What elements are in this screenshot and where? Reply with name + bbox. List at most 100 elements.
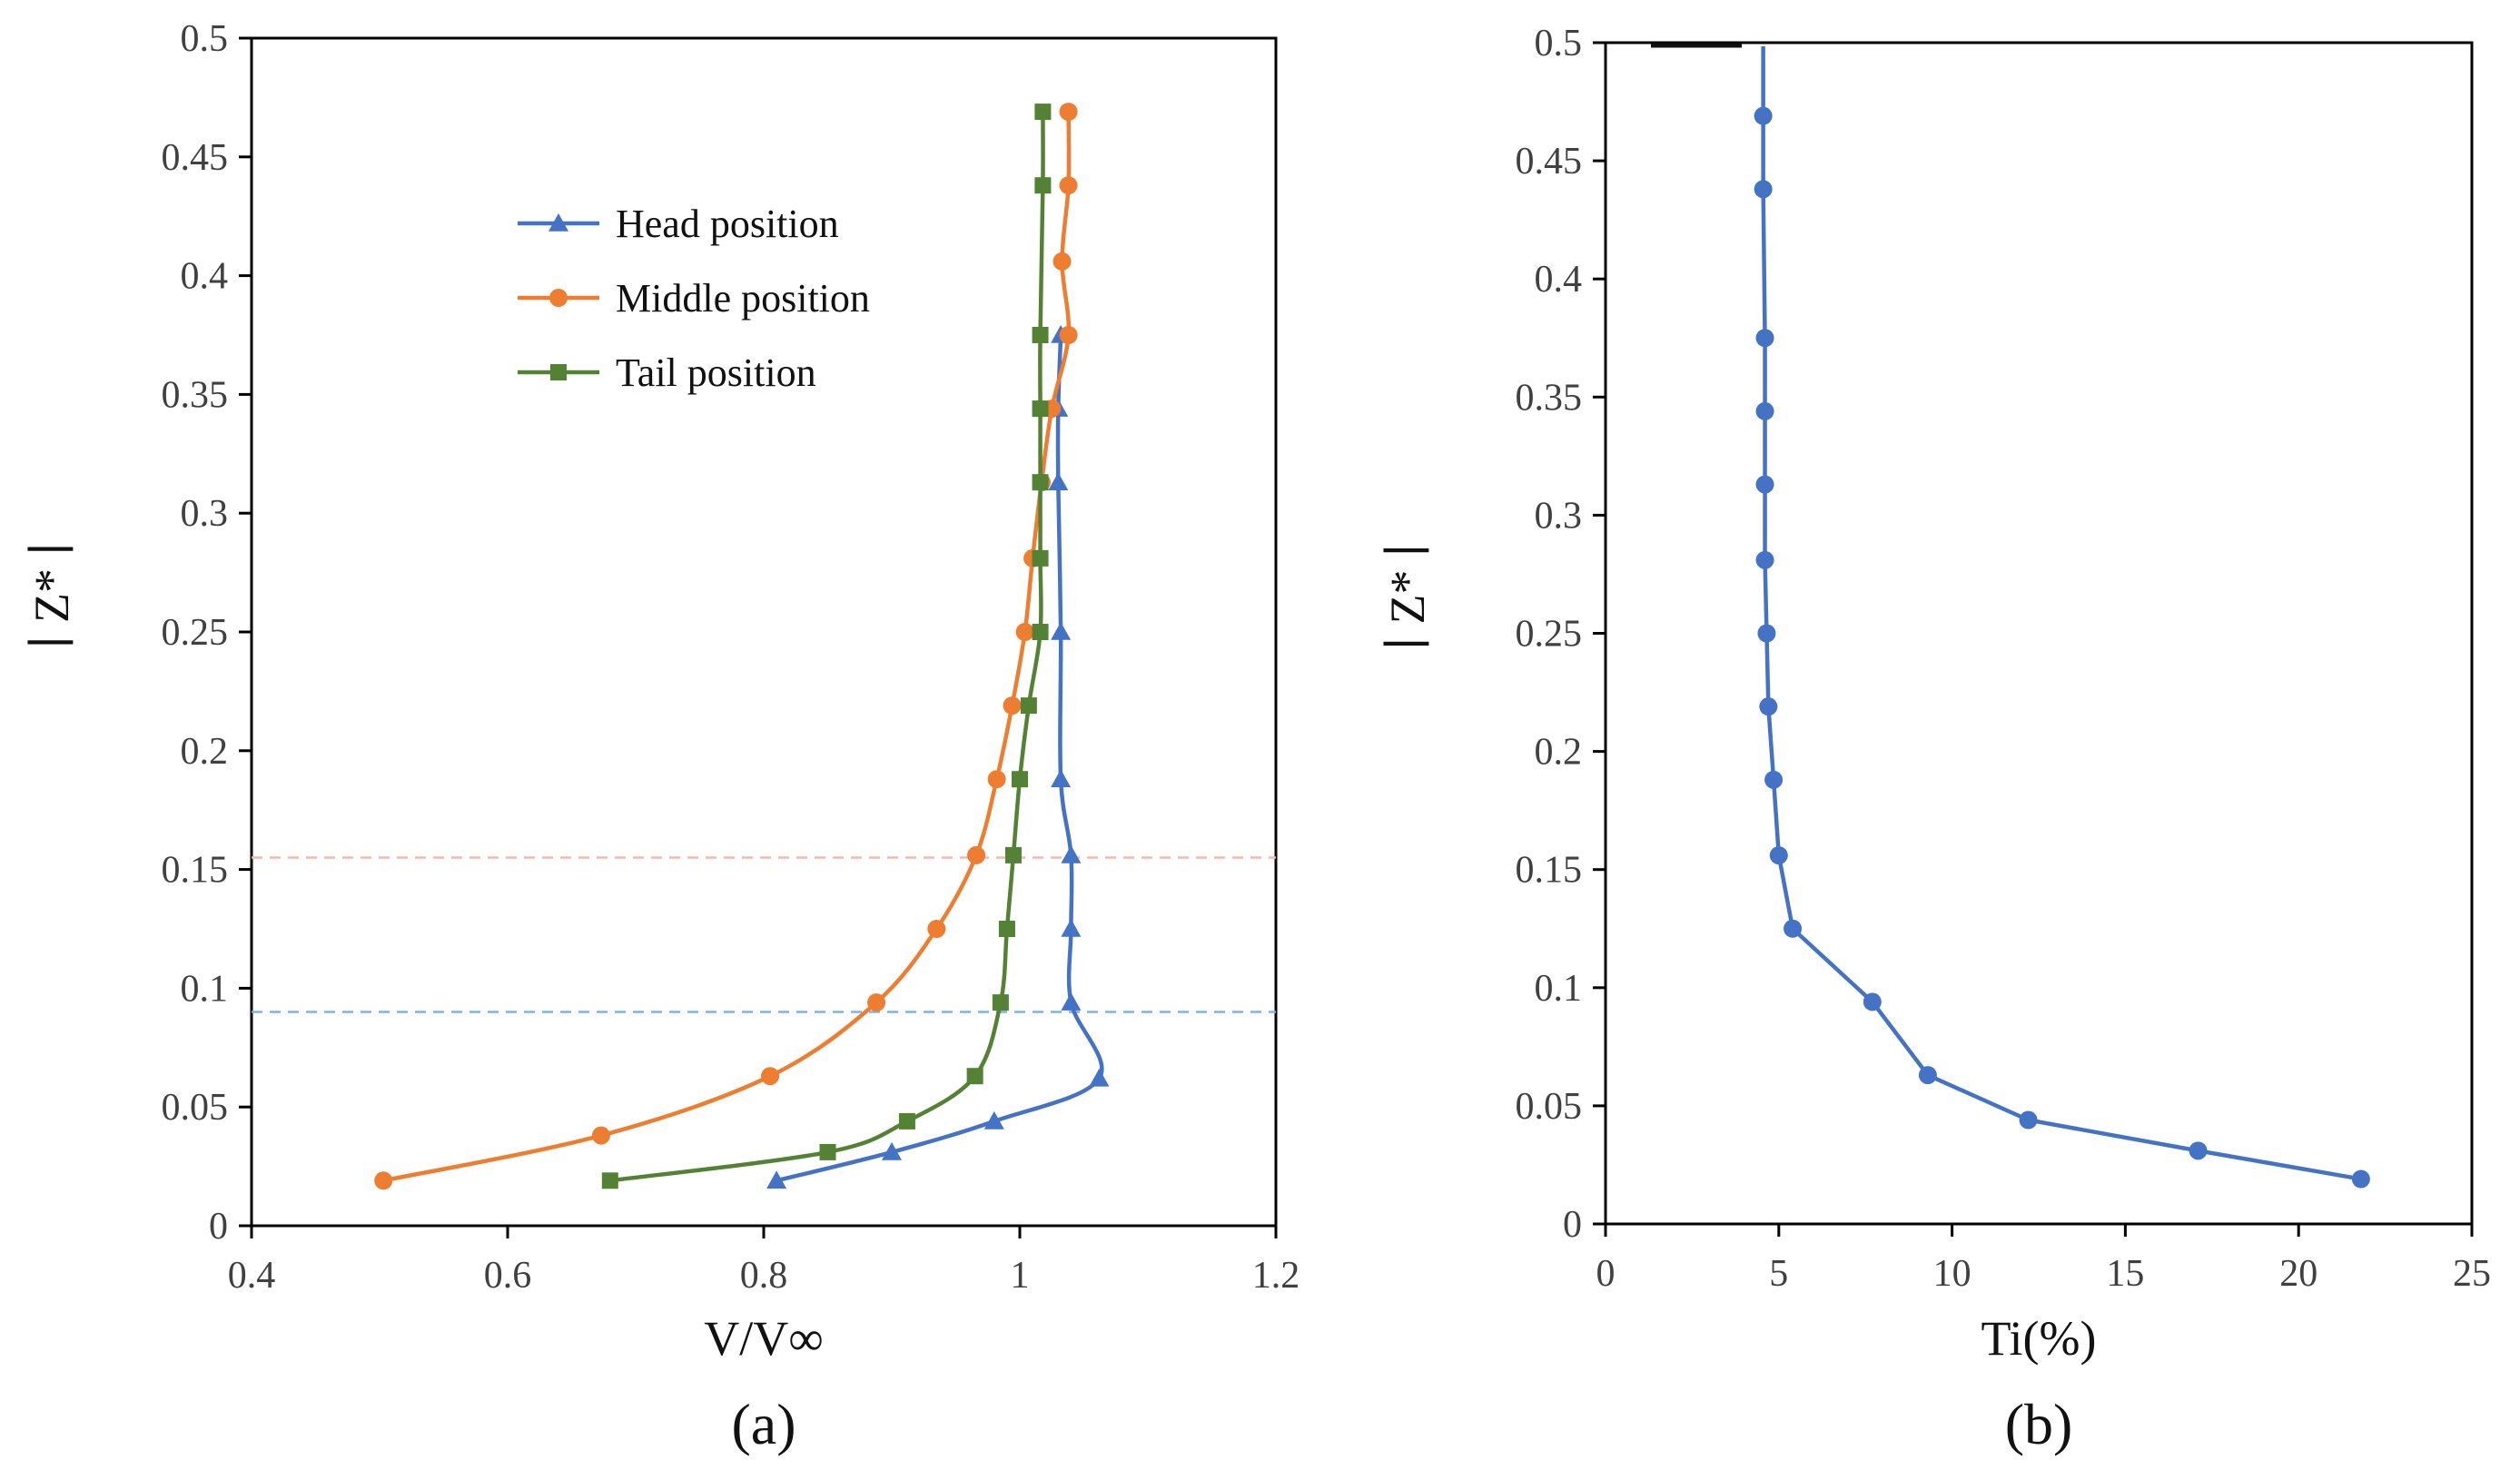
x-tick-label: 0.6: [484, 1255, 532, 1297]
panel-a: 0 0.05 0.1 0.15 0.2 0.25 0.3 0.35 0.4 0.45 0.5 0.4 0…: [25, 18, 1300, 1456]
legend-label: Middle position: [616, 276, 870, 321]
y-tick-label: 0: [1563, 1204, 1582, 1246]
data-point: [766, 1170, 787, 1189]
data-point: [1755, 401, 1774, 420]
x-tick-label: 20: [2279, 1253, 2317, 1295]
panel-b: 0 0.05 0.1 0.15 0.2 0.25 0.3 0.35 0.4 0.45 0.5 0 5 10…: [1380, 23, 2491, 1456]
legend-label: Tail position: [616, 350, 816, 395]
data-point: [1034, 177, 1052, 194]
y-tick-label: 0: [209, 1206, 228, 1248]
y-tick-label: 0.2: [1535, 732, 1583, 774]
data-point: [1918, 1066, 1937, 1085]
legend: Head position Middle position Tail positio…: [518, 202, 870, 395]
data-point: [882, 1141, 902, 1160]
series-line: [382, 112, 1072, 1183]
y-tick-label: 0.3: [1535, 495, 1583, 537]
data-point: [992, 994, 1009, 1011]
y-tick-label: 0.4: [1535, 259, 1583, 301]
x-axis-title: Ti(%): [1981, 1311, 2096, 1366]
data-point: [1061, 919, 1082, 937]
legend-item: Middle position: [518, 276, 870, 321]
data-point: [1004, 846, 1022, 863]
data-point: [1032, 327, 1049, 343]
data-point: [2351, 1169, 2370, 1189]
data-point: [998, 921, 1015, 937]
y-tick-label: 0.45: [162, 137, 229, 179]
data-point: [1759, 697, 1778, 716]
data-point: [1003, 696, 1022, 715]
data-point: [1755, 329, 1774, 348]
y-tick-label: 0.35: [162, 374, 229, 416]
y-tick-label: 0.25: [162, 612, 229, 654]
panel-label: (a): [731, 1392, 796, 1456]
series-line: [776, 334, 1104, 1183]
series-2: [601, 104, 1052, 1189]
data-point: [898, 1112, 915, 1130]
y-tick-label: 0.3: [181, 493, 229, 535]
y-tick-label: 0.35: [1516, 377, 1583, 419]
data-point: [374, 1171, 393, 1190]
data-point: [1032, 474, 1049, 491]
panel-label: (b): [2005, 1392, 2073, 1456]
x-tick-label: 25: [2453, 1253, 2491, 1295]
data-point: [1012, 771, 1028, 788]
y-tick-label: 0.4: [181, 256, 229, 298]
legend-label: Head position: [616, 202, 839, 246]
data-point: [1032, 549, 1049, 567]
data-point: [1048, 472, 1069, 490]
data-point: [1769, 846, 1788, 865]
x-tick-label: 0.8: [740, 1255, 788, 1297]
data-point: [983, 1110, 1004, 1130]
x-tick-label: 0: [1596, 1253, 1616, 1295]
data-point: [987, 770, 1006, 789]
legend-marker: [549, 289, 568, 307]
data-point: [2189, 1141, 2208, 1160]
series-line: [1761, 115, 2362, 1181]
data-point: [1863, 992, 1882, 1011]
data-point: [1059, 326, 1078, 344]
y-tick-label: 0.45: [1516, 141, 1583, 183]
data-point: [1755, 550, 1774, 569]
data-point: [1757, 624, 1776, 643]
data-point: [1089, 1068, 1110, 1087]
series-0: [1754, 106, 2370, 1189]
x-tick-label: 1: [1011, 1255, 1030, 1297]
legend-item: Head position: [518, 202, 839, 246]
y-tick-label: 0.25: [1516, 614, 1583, 656]
data-point: [1059, 103, 1078, 122]
x-tick-label: 0.4: [228, 1255, 276, 1297]
data-point: [1015, 623, 1034, 641]
data-point: [2019, 1110, 2038, 1130]
x-axis-title: V/V∞: [704, 1311, 824, 1366]
data-point: [1784, 919, 1803, 938]
series-1: [374, 103, 1078, 1190]
y-tick-label: 0.5: [181, 18, 229, 60]
data-point: [1051, 769, 1072, 787]
data-point: [591, 1126, 610, 1145]
data-point: [1034, 104, 1052, 121]
x-tick-label: 1.2: [1252, 1255, 1300, 1297]
data-point: [1061, 992, 1082, 1011]
data-point: [1032, 624, 1049, 640]
data-point: [967, 845, 986, 864]
plot-frame: [1604, 41, 2474, 1226]
legend-marker: [550, 364, 567, 380]
data-point: [1754, 180, 1773, 199]
x-tick-label: 10: [1933, 1253, 1972, 1295]
data-point: [1032, 400, 1049, 418]
data-point: [1051, 622, 1072, 640]
data-point: [1059, 176, 1078, 195]
data-point: [927, 920, 946, 938]
legend-item: Tail position: [518, 350, 816, 395]
y-axis-title: ∣ Z* ∣: [25, 542, 79, 649]
x-tick-label: 15: [2106, 1253, 2144, 1295]
x-tick-label: 5: [1769, 1253, 1788, 1295]
data-point: [601, 1172, 618, 1189]
y-tick-label: 0.1: [181, 968, 229, 1010]
series-line: [609, 112, 1045, 1183]
legend-marker: [548, 213, 568, 232]
y-tick-label: 0.05: [1516, 1086, 1583, 1128]
y-tick-label: 0.05: [162, 1087, 229, 1129]
data-point: [1764, 770, 1784, 789]
